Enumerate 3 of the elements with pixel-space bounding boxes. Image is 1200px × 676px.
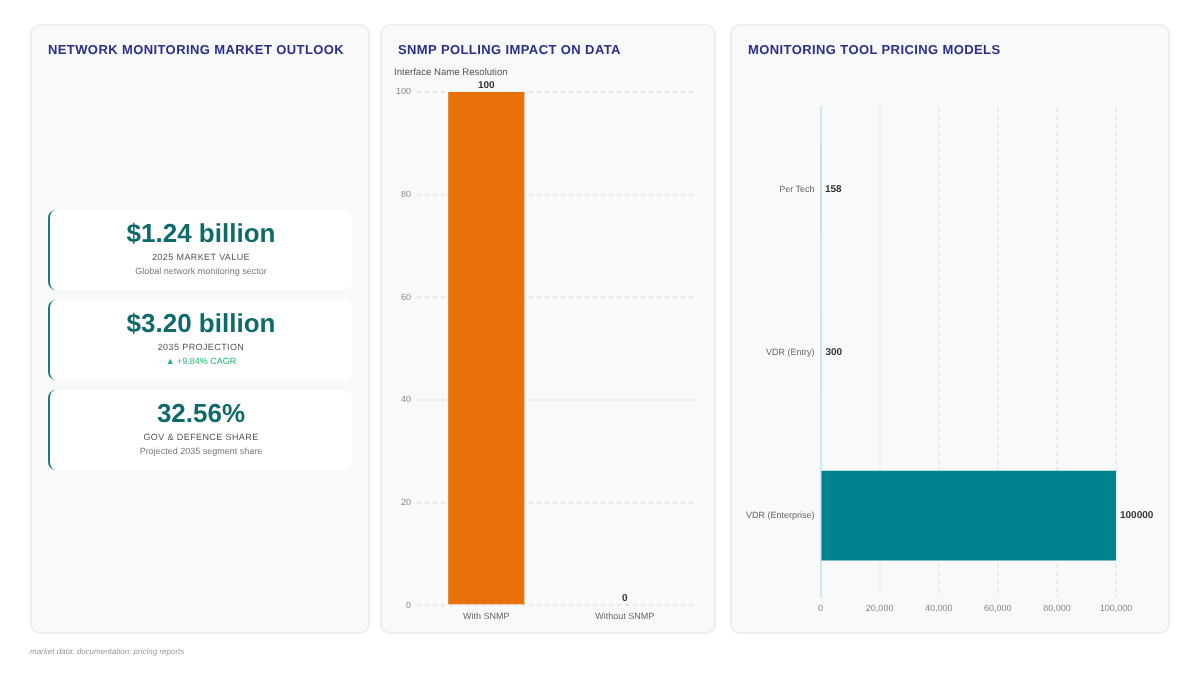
text: 32.56% <box>154 398 248 428</box>
text: $1.24 billion <box>124 218 278 248</box>
text: $3.20 billion <box>124 308 278 338</box>
